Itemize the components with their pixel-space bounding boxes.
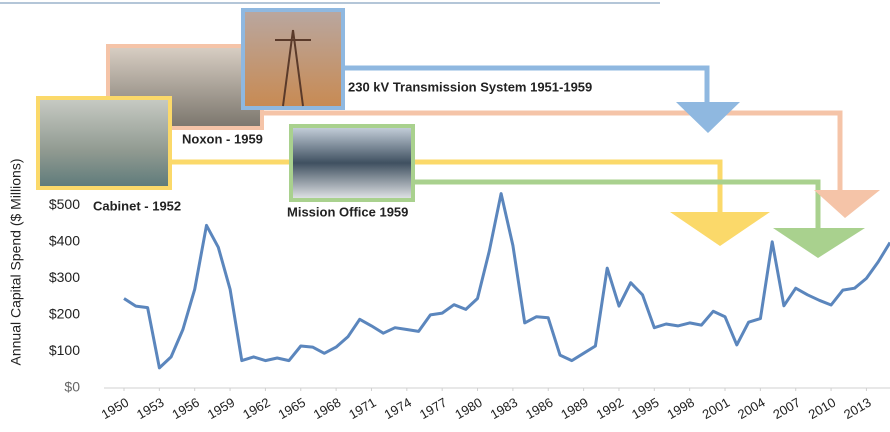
x-tick-label: 1950	[99, 395, 132, 422]
x-tick-label: 1989	[558, 395, 591, 422]
y-tick-label: $0	[64, 379, 80, 395]
chart: 230 kV Transmission System 1951-1959 Nox…	[0, 0, 890, 432]
annotation: Noxon - 1959	[182, 131, 263, 146]
x-tick-label: 1986	[523, 395, 556, 422]
y-tick-label: $100	[49, 342, 80, 358]
x-tick-label: 1968	[311, 395, 344, 422]
arrow-head	[676, 102, 740, 133]
x-tick-label: 1971	[346, 395, 379, 422]
data-line	[124, 194, 890, 368]
photo	[243, 10, 343, 108]
x-tick-label: 1956	[169, 395, 202, 422]
photo	[38, 98, 170, 188]
arrow-head	[814, 190, 880, 218]
x-tick-label: 2004	[735, 395, 768, 422]
x-tick-label: 1992	[594, 395, 627, 422]
x-tick-label: 1998	[664, 395, 697, 422]
connector	[413, 182, 818, 230]
x-tick-label: 1977	[417, 395, 450, 422]
y-tick-label: $300	[49, 269, 80, 285]
x-tick-label: 2013	[841, 395, 874, 422]
annotation: Cabinet - 1952	[93, 198, 181, 213]
y-tick-label: $200	[49, 306, 80, 322]
connector	[170, 162, 720, 214]
y-tick-label: $500	[49, 196, 80, 212]
x-tick-label: 1953	[134, 395, 167, 422]
x-tick-label: 2007	[770, 395, 803, 422]
x-tick-label: 1959	[205, 395, 238, 422]
arrow-head	[670, 212, 770, 246]
y-axis-title: Annual Capital Spend ($ Millions)	[8, 159, 24, 366]
x-tick-label: 2010	[806, 395, 839, 422]
y-tick-label: $400	[49, 233, 80, 249]
x-tick-label: 1965	[275, 395, 308, 422]
arrow-head	[773, 228, 865, 258]
x-tick-label: 2001	[700, 395, 733, 422]
annotation: Mission Office 1959	[287, 204, 408, 219]
photo	[291, 126, 413, 200]
annotation: 230 kV Transmission System 1951-1959	[348, 79, 592, 94]
x-tick-label: 1974	[382, 395, 415, 422]
page: {"chart_data": { "type": "line", "y_labe…	[0, 0, 890, 432]
x-tick-label: 1995	[629, 395, 662, 422]
x-tick-label: 1980	[452, 395, 485, 422]
x-tick-label: 1983	[488, 395, 521, 422]
x-tick-label: 1962	[240, 395, 273, 422]
